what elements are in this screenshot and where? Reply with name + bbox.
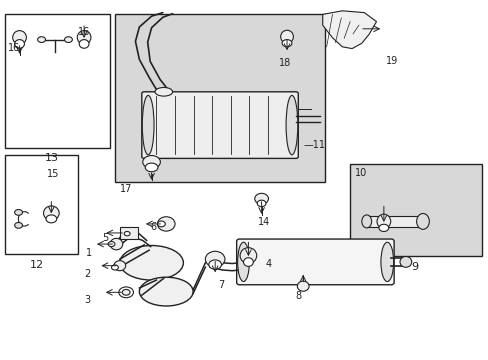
Text: 2: 2 (84, 269, 90, 279)
Ellipse shape (205, 251, 224, 267)
Ellipse shape (114, 261, 125, 271)
Text: 16: 16 (7, 43, 20, 53)
Ellipse shape (240, 248, 256, 264)
Ellipse shape (399, 256, 411, 267)
Ellipse shape (46, 215, 57, 223)
Text: 4: 4 (265, 259, 271, 269)
Circle shape (108, 242, 115, 247)
Bar (5, 155, 78, 254)
Text: 19: 19 (386, 56, 398, 66)
Bar (239, 241, 390, 283)
Ellipse shape (155, 87, 172, 96)
Text: 14: 14 (257, 217, 270, 227)
Ellipse shape (297, 281, 308, 291)
Ellipse shape (243, 258, 253, 266)
Text: 10: 10 (354, 168, 366, 179)
Circle shape (111, 265, 118, 270)
Bar (366, 216, 422, 227)
Circle shape (15, 222, 22, 228)
Ellipse shape (142, 95, 154, 155)
Text: 9: 9 (410, 262, 417, 272)
Circle shape (64, 37, 72, 42)
Circle shape (122, 289, 130, 295)
Circle shape (124, 231, 130, 236)
Ellipse shape (208, 260, 221, 269)
Text: 3: 3 (84, 294, 90, 305)
Circle shape (38, 37, 45, 42)
Text: —11: —11 (303, 140, 325, 150)
Ellipse shape (77, 31, 91, 44)
Polygon shape (322, 11, 376, 49)
FancyBboxPatch shape (142, 92, 298, 158)
Ellipse shape (237, 242, 249, 282)
FancyBboxPatch shape (236, 239, 393, 285)
Ellipse shape (79, 40, 89, 48)
Text: 6: 6 (150, 222, 156, 232)
Ellipse shape (254, 193, 268, 204)
Circle shape (157, 221, 165, 227)
Ellipse shape (120, 246, 183, 280)
Ellipse shape (157, 217, 175, 231)
Text: 17: 17 (120, 184, 132, 194)
Text: 5: 5 (102, 233, 108, 243)
Bar (120, 227, 138, 239)
Ellipse shape (380, 242, 393, 282)
Ellipse shape (142, 156, 160, 168)
Ellipse shape (376, 214, 390, 229)
Ellipse shape (282, 40, 291, 47)
Ellipse shape (280, 30, 293, 43)
Circle shape (119, 287, 133, 298)
Circle shape (15, 210, 22, 215)
Ellipse shape (378, 224, 388, 231)
Ellipse shape (110, 238, 122, 250)
Text: 13: 13 (44, 153, 58, 163)
Text: 16: 16 (78, 27, 90, 37)
Ellipse shape (145, 163, 158, 172)
Bar (115, 14, 325, 182)
Circle shape (257, 200, 265, 207)
Text: 15: 15 (46, 169, 59, 179)
Text: 1: 1 (85, 248, 92, 258)
Ellipse shape (361, 215, 371, 228)
Ellipse shape (43, 206, 59, 220)
Text: 12: 12 (30, 260, 43, 270)
Text: 7: 7 (218, 280, 224, 290)
Ellipse shape (416, 213, 428, 229)
Bar (349, 164, 481, 256)
Bar (5, 14, 110, 148)
Ellipse shape (15, 40, 24, 48)
Ellipse shape (13, 31, 26, 44)
Text: 18: 18 (278, 58, 290, 68)
Text: 8: 8 (295, 291, 301, 301)
Ellipse shape (285, 95, 297, 155)
Ellipse shape (139, 277, 193, 306)
